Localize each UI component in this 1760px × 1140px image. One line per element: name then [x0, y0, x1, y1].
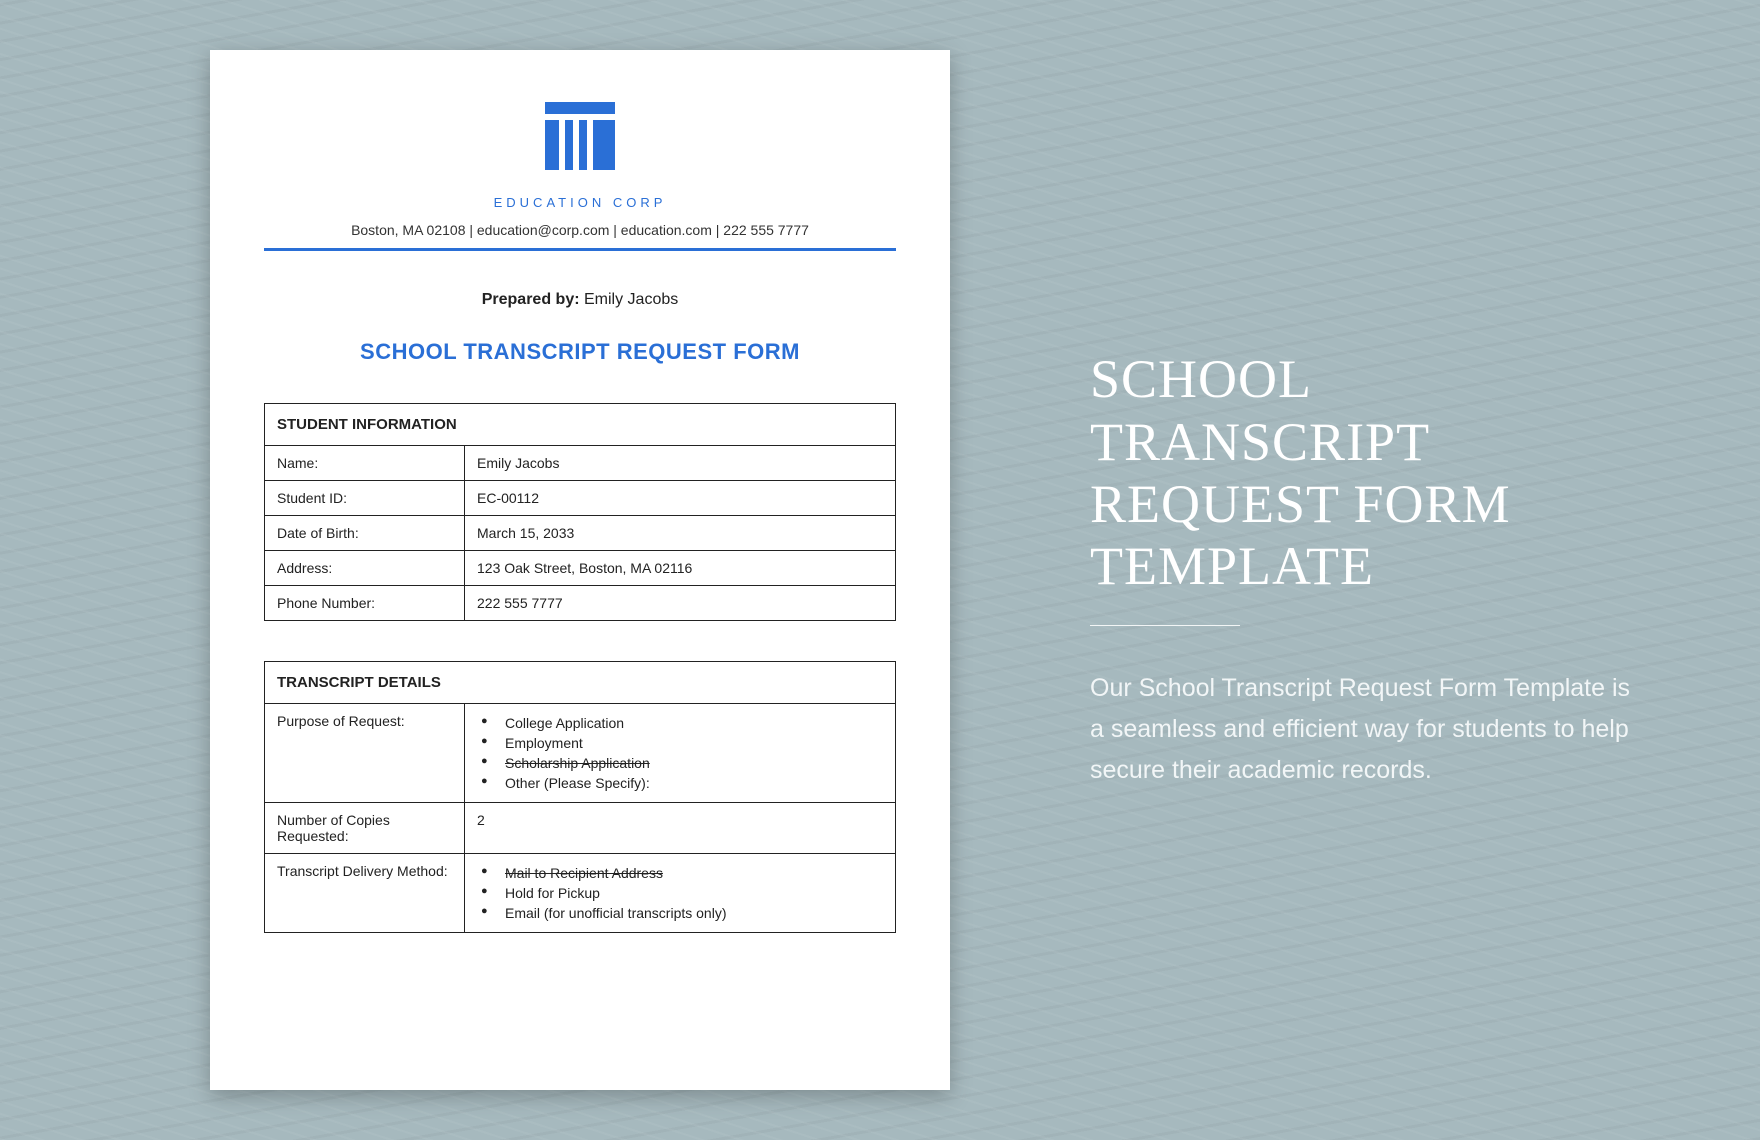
option-text: Email (for unofficial transcripts only)	[505, 905, 726, 921]
list-item: Other (Please Specify):	[495, 773, 883, 793]
field-label: Purpose of Request:	[265, 704, 465, 803]
field-value: EC-00112	[465, 481, 896, 516]
purpose-options: College Application Employment Scholarsh…	[477, 713, 883, 793]
field-label: Name:	[265, 446, 465, 481]
student-info-table: STUDENT INFORMATION Name: Emily Jacobs S…	[264, 403, 896, 621]
field-value: 123 Oak Street, Boston, MA 02116	[465, 551, 896, 586]
table-row: Number of Copies Requested: 2	[265, 803, 896, 854]
list-item: Email (for unofficial transcripts only)	[495, 903, 883, 923]
option-text: Other (Please Specify):	[505, 775, 650, 791]
field-label: Number of Copies Requested:	[265, 803, 465, 854]
field-label: Date of Birth:	[265, 516, 465, 551]
document-page: EDUCATION CORP Boston, MA 02108 | educat…	[210, 50, 950, 1090]
field-value: Mail to Recipient Address Hold for Picku…	[465, 854, 896, 933]
table-row: Address: 123 Oak Street, Boston, MA 0211…	[265, 551, 896, 586]
contact-line: Boston, MA 02108 | education@corp.com | …	[264, 222, 896, 238]
table-row: Phone Number: 222 555 7777	[265, 586, 896, 621]
delivery-options: Mail to Recipient Address Hold for Picku…	[477, 863, 883, 923]
option-text: College Application	[505, 715, 624, 731]
student-info-header: STUDENT INFORMATION	[265, 404, 896, 446]
field-value: 2	[465, 803, 896, 854]
header-divider	[264, 248, 896, 251]
option-text: Hold for Pickup	[505, 885, 600, 901]
list-item: Hold for Pickup	[495, 883, 883, 903]
prepared-by-label: Prepared by:	[482, 291, 580, 308]
option-text: Employment	[505, 735, 583, 751]
list-item: Mail to Recipient Address	[495, 863, 883, 883]
promo-divider	[1090, 625, 1240, 626]
table-row: Name: Emily Jacobs	[265, 446, 896, 481]
field-label: Student ID:	[265, 481, 465, 516]
field-value: College Application Employment Scholarsh…	[465, 704, 896, 803]
field-value: March 15, 2033	[465, 516, 896, 551]
logo-wrap	[264, 102, 896, 195]
prepared-by: Prepared by: Emily Jacobs	[264, 291, 896, 309]
table-row: Purpose of Request: College Application …	[265, 704, 896, 803]
transcript-details-header: TRANSCRIPT DETAILS	[265, 662, 896, 704]
org-name: EDUCATION CORP	[264, 195, 896, 210]
option-text: Scholarship Application	[505, 755, 650, 771]
field-value: Emily Jacobs	[465, 446, 896, 481]
option-text: Mail to Recipient Address	[505, 865, 663, 881]
promo-description: Our School Transcript Request Form Templ…	[1090, 668, 1650, 792]
transcript-details-table: TRANSCRIPT DETAILS Purpose of Request: C…	[264, 661, 896, 933]
field-label: Address:	[265, 551, 465, 586]
list-item: College Application	[495, 713, 883, 733]
table-row: Date of Birth: March 15, 2033	[265, 516, 896, 551]
list-item: Scholarship Application	[495, 753, 883, 773]
field-value: 222 555 7777	[465, 586, 896, 621]
promo-panel: SCHOOL TRANSCRIPT REQUEST FORM TEMPLATE …	[1090, 348, 1650, 791]
promo-title: SCHOOL TRANSCRIPT REQUEST FORM TEMPLATE	[1090, 348, 1650, 596]
pillar-logo-icon	[535, 102, 625, 180]
form-title: SCHOOL TRANSCRIPT REQUEST FORM	[264, 339, 896, 365]
table-row: Student ID: EC-00112	[265, 481, 896, 516]
field-label: Phone Number:	[265, 586, 465, 621]
list-item: Employment	[495, 733, 883, 753]
prepared-by-value: Emily Jacobs	[584, 291, 678, 308]
field-label: Transcript Delivery Method:	[265, 854, 465, 933]
table-row: Transcript Delivery Method: Mail to Reci…	[265, 854, 896, 933]
